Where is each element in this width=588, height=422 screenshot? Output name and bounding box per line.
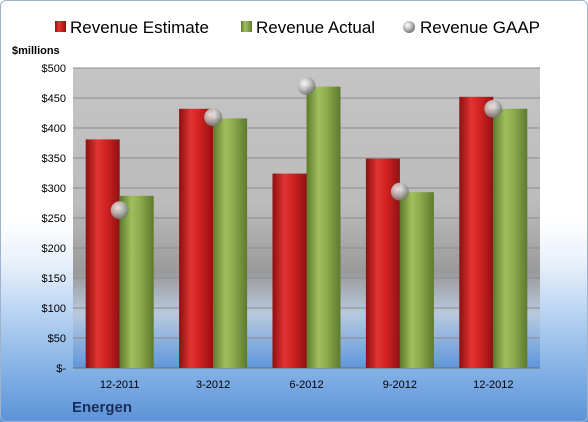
- legend-label-actual: Revenue Actual: [256, 18, 375, 37]
- legend-swatch-estimate: [55, 21, 66, 32]
- bars-layer: [85, 86, 528, 369]
- y-tick-label: $400: [42, 123, 66, 135]
- bar-revenue-estimate: [459, 96, 494, 369]
- y-tick-label: $500: [42, 63, 66, 75]
- y-axis-label: $millions: [12, 45, 60, 57]
- y-tick-label: $300: [42, 183, 66, 195]
- gaap-markers-layer: [110, 77, 503, 220]
- bar-revenue-actual: [399, 192, 434, 368]
- x-tick-label: 9-2012: [383, 379, 417, 391]
- y-tick-label: $-: [56, 363, 66, 375]
- legend-swatch-actual: [241, 21, 252, 32]
- y-tick-label: $200: [42, 243, 66, 255]
- marker-revenue-gaap: [297, 77, 316, 95]
- y-tick-label: $100: [42, 303, 66, 315]
- bar-revenue-estimate: [85, 139, 120, 368]
- x-axis-ticks: 12-2011 3-2012 6-2012 9-2012 12-2012: [100, 379, 514, 391]
- bar-revenue-estimate: [272, 173, 307, 368]
- legend: Revenue Estimate Revenue Actual Revenue …: [55, 18, 540, 37]
- marker-revenue-gaap: [390, 182, 409, 201]
- marker-revenue-gaap: [110, 201, 129, 220]
- legend-label-estimate: Revenue Estimate: [70, 18, 209, 37]
- marker-revenue-gaap: [484, 99, 503, 118]
- x-tick-label: 6-2012: [289, 379, 323, 391]
- bar-revenue-actual: [213, 118, 248, 369]
- company-label: Energen: [72, 399, 132, 416]
- legend-marker-gaap: [403, 21, 415, 33]
- marker-revenue-gaap: [204, 108, 223, 127]
- y-tick-label: $250: [42, 213, 66, 225]
- bar-revenue-estimate: [179, 108, 214, 369]
- bar-revenue-actual: [306, 86, 341, 368]
- y-axis-ticks: $- $50 $100 $150 $200 $250 $300 $350 $400 $450 $50…: [42, 63, 67, 375]
- legend-label-gaap: Revenue GAAP: [420, 18, 540, 37]
- x-tick-label: 12-2012: [473, 379, 513, 391]
- x-tick-label: 3-2012: [196, 379, 230, 391]
- x-tick-label: 12-2011: [100, 379, 140, 391]
- bar-revenue-actual: [119, 195, 154, 368]
- y-tick-label: $50: [48, 333, 66, 345]
- bar-revenue-actual: [493, 108, 528, 369]
- y-tick-label: $150: [42, 273, 66, 285]
- y-tick-label: $350: [42, 153, 66, 165]
- y-tick-label: $450: [42, 93, 66, 105]
